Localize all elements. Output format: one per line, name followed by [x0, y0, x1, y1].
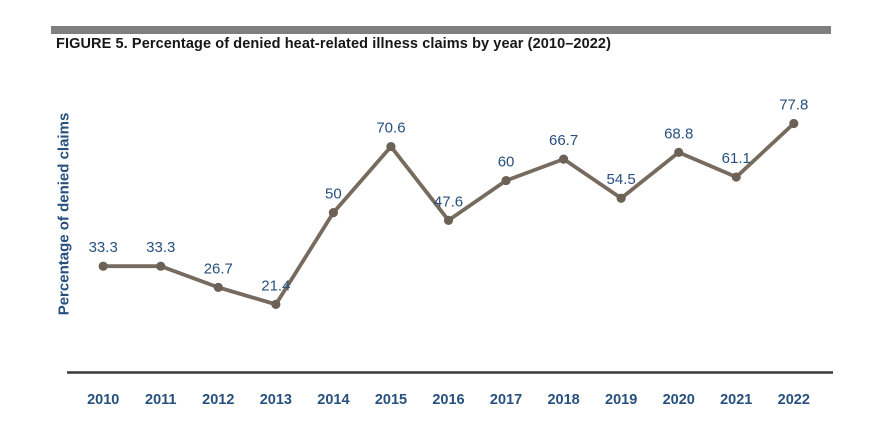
data-label: 66.7 — [549, 132, 578, 149]
data-point-marker — [559, 154, 569, 164]
x-axis-tick-label: 2021 — [720, 392, 752, 408]
data-point-marker — [443, 215, 454, 225]
data-label: 77.8 — [779, 96, 808, 113]
data-point-marker — [501, 175, 511, 186]
x-axis-tick-label: 2018 — [547, 392, 579, 408]
x-axis-tick-label: 2015 — [375, 392, 407, 408]
x-axis-tick-label: 2017 — [490, 392, 522, 408]
x-axis-tick-label: 2020 — [663, 392, 695, 408]
data-point-marker — [213, 282, 223, 292]
x-axis-tick-label: 2010 — [87, 392, 119, 408]
x-axis-tick-label: 2016 — [432, 392, 464, 408]
data-label: 47.6 — [434, 193, 463, 210]
data-point-marker — [731, 172, 741, 182]
x-axis-tick-label: 2011 — [145, 392, 176, 408]
x-axis-tick-label: 2014 — [317, 392, 349, 408]
data-label: 61.1 — [722, 150, 751, 167]
data-point-marker — [98, 261, 108, 271]
data-label: 21.4 — [261, 277, 290, 294]
data-point-marker — [674, 147, 684, 157]
x-axis-tick-label: 2012 — [202, 392, 234, 408]
data-label: 60 — [498, 154, 515, 171]
data-point-marker — [271, 299, 281, 309]
data-point-marker — [156, 261, 166, 271]
data-label: 33.3 — [146, 239, 175, 256]
data-label: 33.3 — [89, 239, 118, 256]
figure-top-rule — [51, 26, 831, 34]
data-label: 70.6 — [376, 120, 405, 137]
x-axis-tick-label: 2022 — [778, 392, 810, 408]
figure-title: FIGURE 5. Percentage of denied heat-rela… — [56, 36, 612, 52]
data-label: 68.8 — [664, 125, 693, 142]
x-axis-tick-label: 2013 — [260, 392, 292, 408]
x-axis-tick-label: 2019 — [605, 392, 637, 408]
data-point-marker — [328, 208, 338, 218]
data-label: 50 — [325, 186, 342, 203]
data-label: 54.5 — [607, 171, 636, 188]
data-label: 26.7 — [204, 260, 233, 277]
data-point-marker — [616, 193, 626, 203]
data-point-marker — [789, 118, 799, 129]
data-point-marker — [386, 141, 396, 152]
